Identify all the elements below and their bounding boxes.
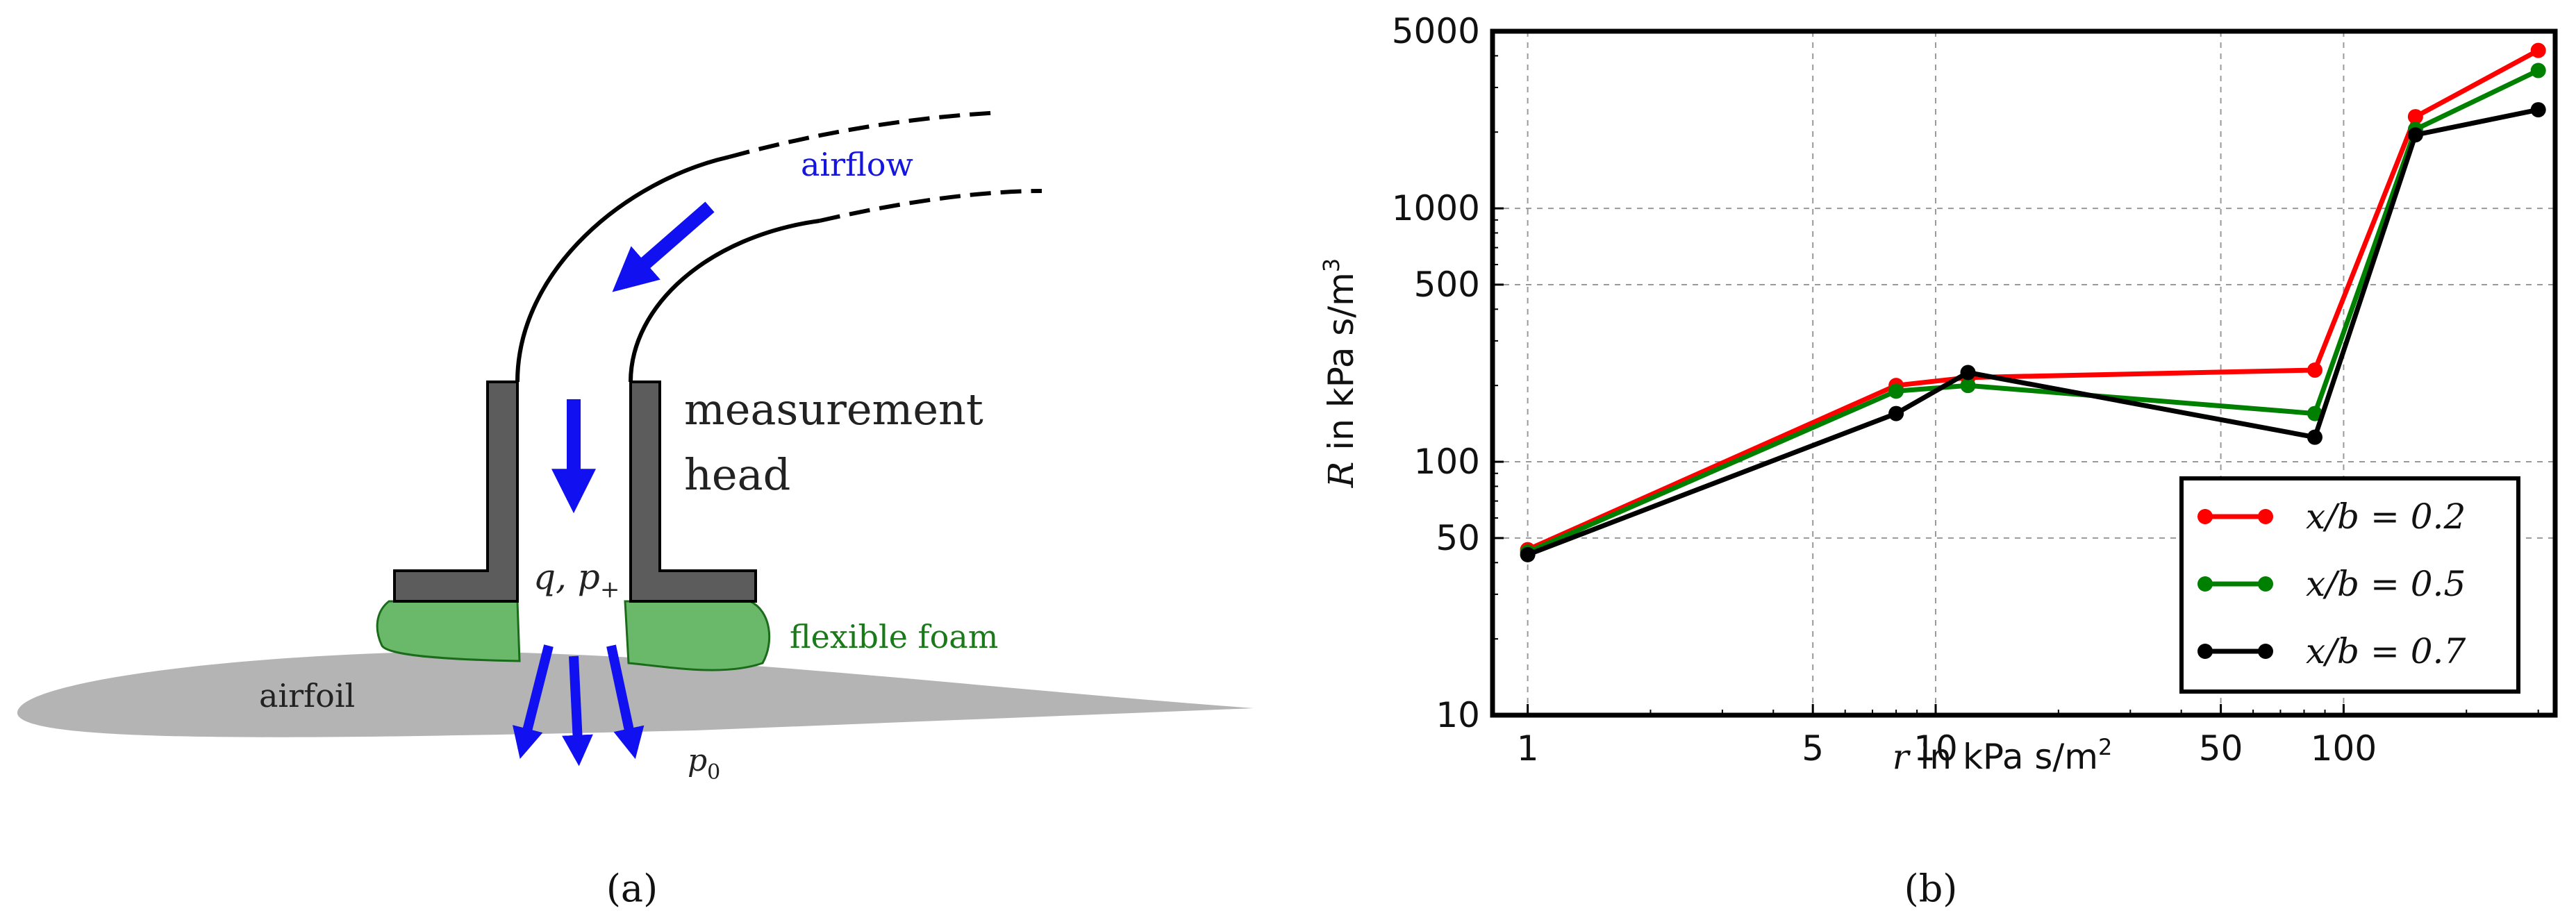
y-tick-label: 10: [1436, 695, 1480, 735]
tube-inner-dashed: [819, 189, 1042, 223]
caption-b: (b): [1904, 867, 1958, 910]
series-2-point: [1960, 378, 1976, 394]
caption-a: (a): [606, 867, 658, 910]
legend: x/b = 0.2 x/b = 0.5 x/b = 0.7: [2179, 476, 2520, 694]
legend-marker-2: [2258, 576, 2273, 592]
y-axis-label: R in kPa s/m3: [1318, 258, 1361, 488]
legend-label-3: x/b = 0.7: [2306, 631, 2466, 671]
panel-a-diagram: airflow measurement head q, p+ flexible …: [17, 110, 1254, 910]
flow-variables-label: q, p+: [533, 557, 620, 603]
foam-label: flexible foam: [790, 618, 998, 655]
airfoil-shape: [17, 651, 1254, 737]
series-3-point: [2530, 102, 2546, 118]
ambient-pressure-label: p0: [688, 743, 720, 785]
series-3-point: [1960, 365, 1976, 380]
x-tick-label: 10: [1913, 728, 1958, 769]
y-tick-label: 50: [1436, 518, 1480, 558]
x-tick-label: 5: [1802, 728, 1824, 769]
airflow-arrow-curve: [612, 201, 715, 292]
measurement-head-right: [629, 380, 757, 603]
series-3-point: [1520, 546, 1536, 562]
measurement-head-label-line1: measurement: [684, 384, 983, 435]
series-2-point: [2307, 405, 2322, 421]
foam-left: [376, 600, 521, 662]
outflow-arrow-center: [562, 655, 593, 767]
airflow-label: airflow: [801, 146, 913, 183]
x-tick-label: 100: [2311, 728, 2377, 769]
measurement-head-label-line2: head: [684, 449, 790, 500]
series-2-point: [1888, 383, 1904, 399]
legend-marker-3: [2258, 644, 2273, 659]
series-2-point: [2530, 62, 2546, 78]
outflow-arrow-left: [512, 644, 554, 760]
plot-area-frame: [1490, 28, 2558, 718]
measurement-head-left: [393, 380, 519, 603]
series-3-point: [1888, 405, 1904, 421]
tube-outer-wall: [515, 155, 730, 383]
x-axis-label: r in kPa s/m2: [1893, 734, 2113, 777]
series-line-3: [1527, 107, 2539, 558]
tube-outer-dashed: [729, 110, 1001, 159]
series-line-1: [1527, 48, 2540, 552]
panel-b-chart: 151050100500105010050010005000 r in kPa …: [1318, 11, 2558, 910]
series-3-point: [2307, 429, 2322, 445]
series-1-point: [2407, 109, 2423, 125]
y-tick-label: 5000: [1392, 11, 1480, 51]
outflow-arrow-right: [606, 644, 645, 760]
tube-inner-wall: [629, 219, 820, 383]
legend-marker-1: [2258, 509, 2273, 524]
airfoil-label: airfoil: [259, 677, 355, 714]
legend-label-2: x/b = 0.5: [2306, 564, 2466, 604]
series-3-point: [2407, 127, 2423, 143]
x-tick-label: 50: [2199, 728, 2243, 769]
series-1-point: [2530, 42, 2546, 58]
y-tick-label: 100: [1414, 442, 1480, 482]
legend-marker-1: [2197, 509, 2213, 524]
chart-series: [1520, 42, 2546, 562]
legend-marker-3: [2197, 644, 2213, 659]
series-1-point: [2307, 362, 2322, 378]
x-tick-label: 1: [1517, 728, 1539, 769]
y-tick-label: 1000: [1392, 188, 1480, 228]
legend-marker-2: [2197, 576, 2213, 592]
chart-ticks: 151050100500105010050010005000: [1392, 11, 2539, 769]
series-line-2: [1527, 68, 2540, 555]
foam-right: [624, 600, 771, 671]
legend-entries: x/b = 0.2 x/b = 0.5 x/b = 0.7: [2197, 496, 2466, 671]
y-tick-label: 500: [1414, 265, 1480, 305]
legend-label-1: x/b = 0.2: [2306, 496, 2466, 537]
